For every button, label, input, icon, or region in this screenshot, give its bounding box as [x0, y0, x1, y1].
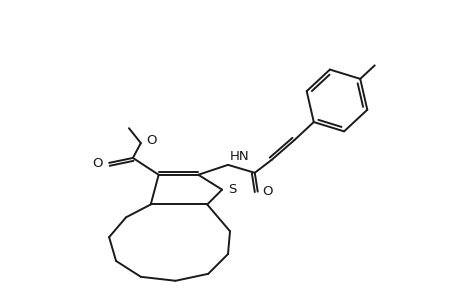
Text: O: O [92, 158, 103, 170]
Text: S: S [228, 183, 236, 196]
Text: HN: HN [230, 150, 249, 164]
Text: O: O [146, 134, 156, 147]
Text: O: O [262, 185, 273, 198]
